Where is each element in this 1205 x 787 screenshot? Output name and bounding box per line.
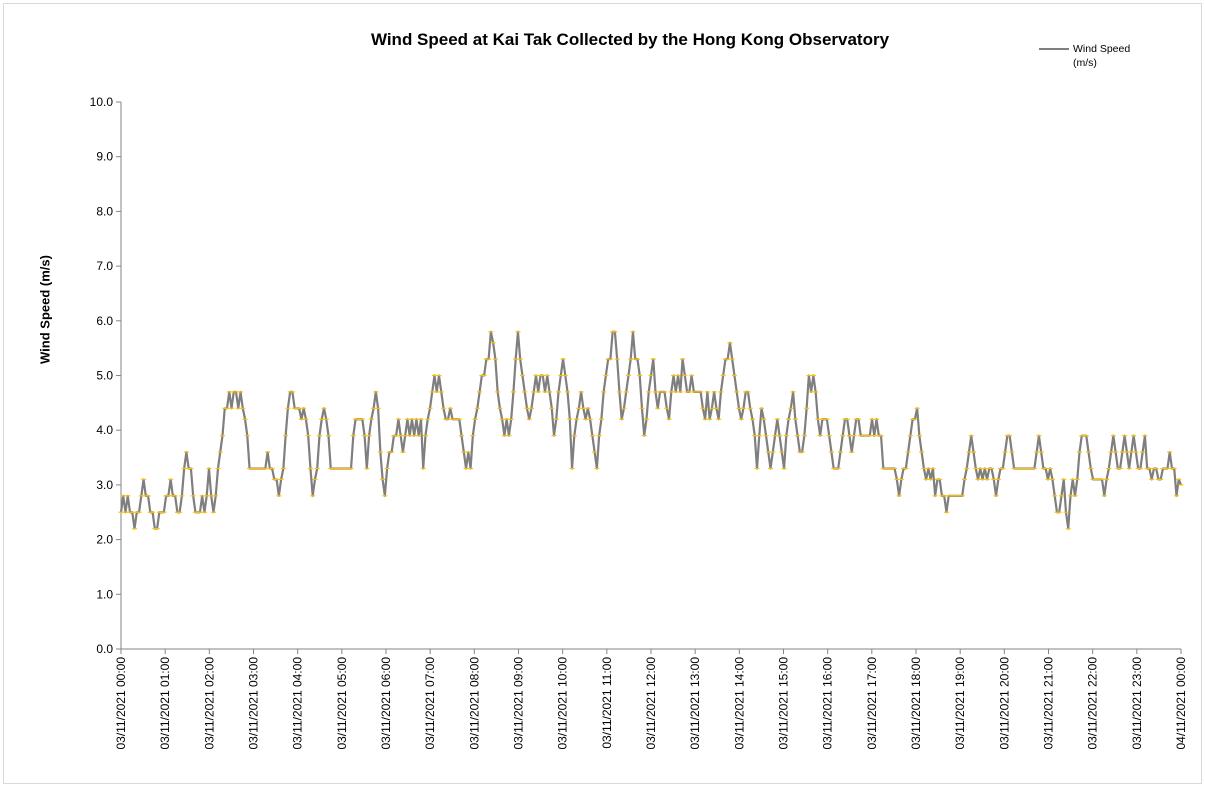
x-tick-label: 03/11/2021 21:00 — [1042, 657, 1056, 750]
x-tick-label: 03/11/2021 11:00 — [600, 657, 614, 749]
y-tick-label: 1.0 — [96, 587, 113, 601]
legend-label-line2: (m/s) — [1073, 57, 1097, 69]
x-tick-label: 03/11/2021 07:00 — [423, 657, 437, 750]
y-tick-label: 10.0 — [90, 95, 114, 109]
x-tick-label: 03/11/2021 17:00 — [865, 657, 879, 750]
x-tick-label: 03/11/2021 16:00 — [821, 657, 835, 750]
y-tick-label: 4.0 — [96, 423, 113, 437]
x-tick-label: 03/11/2021 19:00 — [953, 657, 967, 750]
x-tick-label: 03/11/2021 15:00 — [777, 657, 791, 750]
y-tick-label: 7.0 — [96, 259, 113, 273]
x-tick-label: 03/11/2021 22:00 — [1086, 657, 1100, 750]
x-tick-label: 03/11/2021 12:00 — [644, 657, 658, 750]
chart-title: Wind Speed at Kai Tak Collected by the H… — [370, 30, 890, 49]
x-tick-label: 03/11/2021 23:00 — [1130, 657, 1144, 750]
x-tick-label: 03/11/2021 18:00 — [909, 657, 923, 750]
legend-label-line1: Wind Speed — [1073, 43, 1131, 55]
x-tick-label: 03/11/2021 13:00 — [688, 657, 702, 750]
x-tick-label: 03/11/2021 08:00 — [467, 657, 481, 750]
x-tick-label: 03/11/2021 10:00 — [556, 657, 570, 750]
y-tick-label: 5.0 — [96, 369, 113, 383]
x-tick-label: 03/11/2021 04:00 — [291, 657, 305, 750]
legend-swatch — [1039, 48, 1069, 50]
x-tick-label: 03/11/2021 20:00 — [997, 657, 1011, 750]
x-tick-label: 03/11/2021 05:00 — [335, 657, 349, 750]
x-tick-label: 04/11/2021 00:00 — [1174, 657, 1188, 750]
legend-label: Wind Speed (m/s) — [1073, 42, 1153, 70]
x-tick-label: 03/11/2021 06:00 — [379, 657, 393, 750]
series-line-wind-speed — [119, 330, 1183, 530]
x-tick-label: 03/11/2021 09:00 — [512, 657, 526, 750]
y-tick-label: 3.0 — [96, 478, 113, 492]
y-tick-label: 8.0 — [96, 204, 113, 218]
x-tick-label: 03/11/2021 00:00 — [114, 657, 128, 750]
y-tick-label: 9.0 — [96, 150, 113, 164]
chart-frame — [3, 3, 1202, 784]
y-tick-label: 0.0 — [96, 642, 113, 656]
x-tick-label: 03/11/2021 03:00 — [247, 657, 261, 750]
x-tick-label: 03/11/2021 01:00 — [158, 657, 172, 750]
y-tick-label: 6.0 — [96, 314, 113, 328]
y-tick-label: 2.0 — [96, 533, 113, 547]
x-tick-label: 03/11/2021 02:00 — [202, 657, 216, 750]
x-tick-label: 03/11/2021 14:00 — [732, 657, 746, 750]
